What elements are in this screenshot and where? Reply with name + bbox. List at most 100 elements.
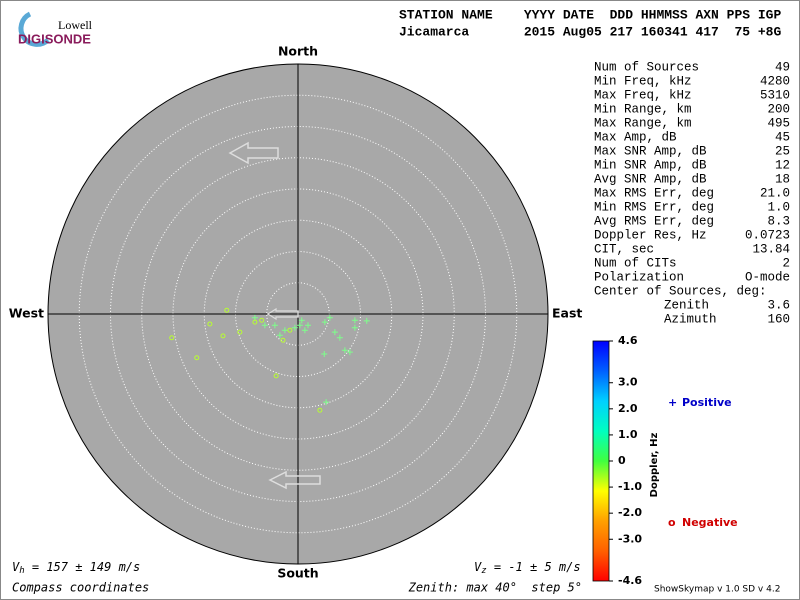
source-point [336, 334, 343, 341]
colorbar-tick-label: -4.6 [618, 574, 642, 587]
stat-value: 25 [775, 144, 790, 158]
drift-arrow [266, 307, 299, 321]
compass-label: South [277, 566, 318, 581]
colorbar-label: Doppler, Hz [649, 433, 660, 498]
source-point [326, 314, 333, 321]
legend-marker: o [668, 516, 676, 529]
colorbar [592, 340, 610, 582]
source-point [351, 324, 358, 331]
vh-text: Vh = 157 ± 149 m/s [12, 560, 140, 576]
source-point [317, 407, 323, 413]
source-point [207, 321, 213, 327]
stat-value: 4280 [760, 74, 790, 88]
source-point [305, 322, 311, 329]
vz-symbol: V [474, 560, 482, 574]
source-point [169, 335, 175, 341]
logo-swoosh [18, 11, 50, 47]
source-point [296, 322, 303, 329]
compass-label: East [552, 306, 582, 321]
source-point [321, 351, 328, 357]
colorbar-tick-label: -1.0 [618, 480, 642, 493]
stat-value: 2 [782, 256, 790, 270]
stat-label: Num of Sources [594, 60, 699, 74]
vz-value: = -1 ± 5 m/s [487, 560, 581, 574]
stat-value: 3.6 [767, 298, 790, 312]
header-labels: STATION NAME YYYY DATE DDD HHMMSS AXN PP… [399, 7, 781, 22]
stat-label: Max SNR Amp, dB [594, 144, 707, 158]
source-point [237, 329, 243, 335]
stat-label: Zenith [664, 298, 709, 312]
source-point [351, 317, 358, 324]
colorbar-tick-label: 2.0 [618, 402, 638, 415]
source-point [321, 319, 328, 326]
stat-label: Max Amp, dB [594, 130, 677, 144]
colorbar-tick-label: 3.0 [618, 376, 638, 389]
drift-arrow [268, 470, 321, 490]
stat-value: O-mode [745, 270, 790, 284]
stat-value: 160 [767, 312, 790, 326]
stat-value: 5310 [760, 88, 790, 102]
stat-value: 49 [775, 60, 790, 74]
source-point [280, 337, 286, 343]
source-point [273, 373, 279, 379]
legend-label: Positive [682, 396, 732, 409]
vz-subscript: z [481, 566, 486, 576]
colorbar-tick-label: -2.0 [618, 506, 642, 519]
compass-label: West [9, 306, 44, 321]
stat-label: Avg RMS Err, deg [594, 214, 714, 228]
stat-label: CIT, sec [594, 242, 654, 256]
compass-label: North [278, 44, 318, 59]
vh-subscript: h [19, 566, 24, 576]
logo-text: Lowell [58, 18, 93, 32]
source-point [276, 332, 283, 339]
stat-label: Center of Sources, deg: [594, 284, 767, 298]
source-point [259, 317, 265, 323]
stat-value: 200 [767, 102, 790, 116]
stat-value: 8.3 [767, 214, 790, 228]
source-point [261, 322, 268, 329]
source-point [220, 333, 226, 339]
source-point [301, 327, 308, 334]
source-point [281, 327, 288, 334]
stat-value: 12 [775, 158, 790, 172]
logo-text: DIGISONDE [18, 31, 91, 46]
stat-label: Polarization [594, 270, 684, 284]
stat-label: Min Freq, kHz [594, 74, 692, 88]
vh-value: = 157 ± 149 m/s [25, 560, 141, 574]
source-point [346, 349, 353, 356]
legend-label: Negative [682, 516, 738, 529]
source-point [271, 322, 278, 329]
stat-value: 495 [767, 116, 790, 130]
stat-label: Max RMS Err, deg [594, 186, 714, 200]
source-point [331, 329, 338, 336]
source-point [252, 319, 258, 325]
source-point [194, 355, 200, 361]
source-point [291, 324, 298, 331]
source-point [298, 317, 305, 324]
colorbar-tick-label: 4.6 [618, 334, 638, 347]
coords-note: Compass coordinates [12, 581, 149, 595]
source-point [323, 399, 330, 406]
stat-label: Max Freq, kHz [594, 88, 692, 102]
stat-label: Avg SNR Amp, dB [594, 172, 707, 186]
zenith-note: Zenith: max 40° step 5° [408, 581, 582, 595]
stat-label: Min RMS Err, deg [594, 200, 714, 214]
stat-label: Max Range, km [594, 116, 692, 130]
source-point [363, 317, 370, 324]
vz-text: Vz = -1 ± 5 m/s [474, 560, 581, 576]
stat-label: Num of CITs [594, 256, 677, 270]
source-point [287, 327, 293, 333]
stat-value: 18 [775, 172, 790, 186]
stat-value: 21.0 [760, 186, 790, 200]
version: ShowSkymap v 1.0 SD v 4.2 [654, 585, 780, 595]
colorbar-tick-label: -3.0 [618, 532, 642, 545]
stat-value: 0.0723 [745, 228, 790, 242]
colorbar-tick-label: 1.0 [618, 428, 638, 441]
header-values: Jicamarca 2015 Aug05 217 160341 417 75 +… [399, 24, 781, 39]
drift-arrow [228, 141, 279, 165]
source-point [341, 347, 348, 354]
stat-label: Min Range, km [594, 102, 692, 116]
colorbar-tick-label: 0 [618, 454, 626, 467]
stat-label: Doppler Res, Hz [594, 228, 707, 242]
